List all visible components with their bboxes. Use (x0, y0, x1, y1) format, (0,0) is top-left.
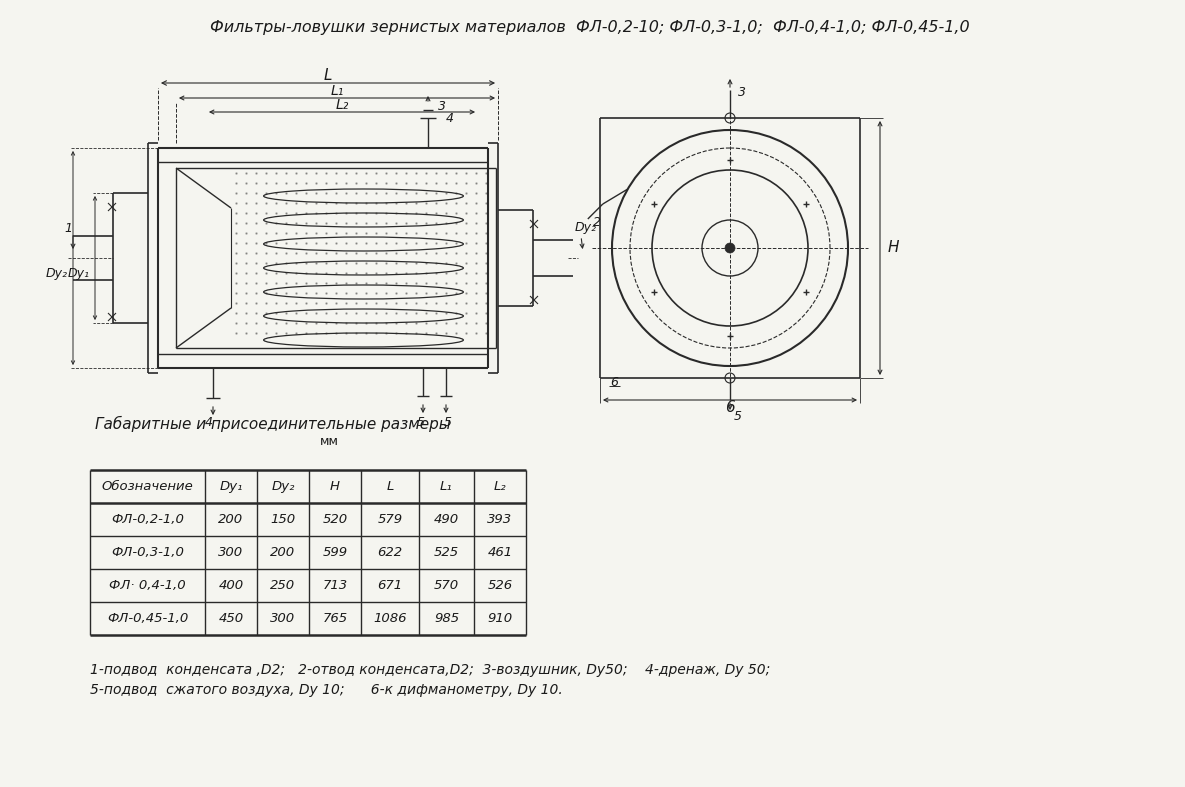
Text: 713: 713 (322, 579, 347, 592)
Text: ФЛ-0,3-1,0: ФЛ-0,3-1,0 (111, 546, 184, 559)
Text: 150: 150 (270, 513, 295, 526)
Text: L: L (386, 480, 393, 493)
Text: 6: 6 (725, 401, 735, 416)
Text: 2: 2 (592, 216, 601, 230)
Text: L₁: L₁ (331, 84, 344, 98)
Text: ФЛ· 0,4-1,0: ФЛ· 0,4-1,0 (109, 579, 186, 592)
Text: Dy₁: Dy₁ (219, 480, 243, 493)
Text: 526: 526 (487, 579, 513, 592)
Text: 599: 599 (322, 546, 347, 559)
Text: L₁: L₁ (440, 480, 453, 493)
Text: ФЛ-0,45-1,0: ФЛ-0,45-1,0 (107, 612, 188, 625)
Text: 622: 622 (378, 546, 403, 559)
Text: ФЛ-0,2-1,0: ФЛ-0,2-1,0 (111, 513, 184, 526)
Text: 300: 300 (218, 546, 244, 559)
Text: 5-подвод  сжатого воздуха, Dy 10;      6-к дифманометру, Dy 10.: 5-подвод сжатого воздуха, Dy 10; 6-к диф… (90, 683, 563, 697)
Text: 450: 450 (218, 612, 244, 625)
Text: 5: 5 (444, 416, 451, 428)
Text: 1086: 1086 (373, 612, 406, 625)
Text: Обозначение: Обозначение (102, 480, 193, 493)
Text: 200: 200 (218, 513, 244, 526)
Text: мм: мм (320, 435, 339, 448)
Text: 490: 490 (434, 513, 459, 526)
Text: 250: 250 (270, 579, 295, 592)
Text: 671: 671 (378, 579, 403, 592)
Text: Dy₂: Dy₂ (575, 221, 597, 235)
Text: Dy₂: Dy₂ (271, 480, 295, 493)
Text: 3: 3 (438, 99, 446, 113)
Text: 5: 5 (734, 409, 742, 423)
Text: 579: 579 (378, 513, 403, 526)
Text: 400: 400 (218, 579, 244, 592)
Text: 300: 300 (270, 612, 295, 625)
Text: 5: 5 (417, 416, 425, 428)
Circle shape (725, 243, 735, 253)
Text: H: H (888, 241, 899, 256)
Text: 461: 461 (487, 546, 513, 559)
Text: H: H (329, 480, 340, 493)
Text: L: L (324, 68, 332, 83)
Text: 393: 393 (487, 513, 513, 526)
Text: 4: 4 (446, 112, 454, 124)
Text: 3: 3 (738, 87, 747, 99)
Text: 570: 570 (434, 579, 459, 592)
Text: L₂: L₂ (494, 480, 506, 493)
Text: L₂: L₂ (335, 98, 348, 112)
Text: 1-подвод  конденсата ,D2;   2-отвод конденсата,D2;  3-воздушник, Dy50;    4-дрен: 1-подвод конденсата ,D2; 2-отвод конденс… (90, 663, 770, 677)
Text: 985: 985 (434, 612, 459, 625)
Text: 765: 765 (322, 612, 347, 625)
Text: 525: 525 (434, 546, 459, 559)
Text: 910: 910 (487, 612, 513, 625)
Text: 520: 520 (322, 513, 347, 526)
Text: 200: 200 (270, 546, 295, 559)
Text: 6: 6 (610, 376, 619, 390)
Text: Dy₂: Dy₂ (46, 267, 68, 279)
Text: 4: 4 (205, 416, 213, 430)
Text: Фильтры-ловушки зернистых материалов  ФЛ-0,2-10; ФЛ-0,3-1,0;  ФЛ-0,4-1,0; ФЛ-0,4: Фильтры-ловушки зернистых материалов ФЛ-… (210, 20, 969, 35)
Text: Габаритные и присоединительные размеры: Габаритные и присоединительные размеры (95, 416, 450, 432)
Text: 1: 1 (64, 221, 72, 235)
Text: Dy₁: Dy₁ (68, 267, 90, 279)
